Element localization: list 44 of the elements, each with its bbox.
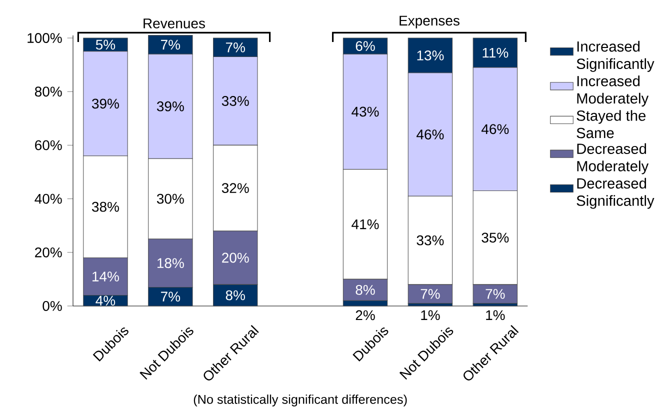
data-label: 20% xyxy=(222,252,249,263)
data-label: 30% xyxy=(156,194,184,204)
data-label: 41% xyxy=(352,219,379,230)
data-label: 35% xyxy=(482,232,509,243)
data-label: 7% xyxy=(161,40,180,50)
data-label: 7% xyxy=(486,289,505,299)
data-label: 8% xyxy=(356,284,375,295)
data-label: 7% xyxy=(420,289,440,299)
data-label: 13% xyxy=(417,50,444,60)
data-label: 4% xyxy=(96,296,116,306)
data-label: 5% xyxy=(96,40,116,50)
data-label: 43% xyxy=(352,106,379,117)
data-label: 6% xyxy=(356,41,375,52)
data-label: 7% xyxy=(161,292,180,302)
data-label: 39% xyxy=(92,98,119,109)
data-label: 46% xyxy=(481,124,509,134)
legend-label: Increased Significantly xyxy=(576,40,654,72)
data-label: 8% xyxy=(226,290,245,300)
data-label: 32% xyxy=(222,183,249,194)
y-tick-label: 20% xyxy=(35,247,62,258)
data-label: 14% xyxy=(92,272,119,282)
text: Revenues xyxy=(144,18,205,28)
y-tick-label: 100% xyxy=(28,33,62,43)
y-tick-label: 60% xyxy=(35,140,62,150)
legend-label: Decreased Moderately xyxy=(577,143,649,174)
legend-label: Decreased Significantly xyxy=(576,178,654,209)
data-label: 11% xyxy=(482,48,508,58)
data-label: 18% xyxy=(157,258,184,268)
data-label: 38% xyxy=(92,202,119,212)
text: Expenses xyxy=(400,16,460,28)
data-label: 33% xyxy=(416,235,444,246)
legend-label: Increased Moderately xyxy=(577,76,649,107)
data-label: 1% xyxy=(421,310,440,320)
y-tick-label: 80% xyxy=(34,86,62,97)
text: (No statistically significant differences) xyxy=(194,394,407,406)
y-tick-label: 0% xyxy=(42,301,62,311)
data-label: 46% xyxy=(416,130,444,140)
data-label: 7% xyxy=(226,42,245,52)
y-tick-label: 40% xyxy=(34,194,62,204)
data-label: 33% xyxy=(222,96,249,106)
data-label: 1% xyxy=(486,310,505,320)
data-label: 2% xyxy=(356,310,375,320)
data-label: 39% xyxy=(156,101,184,112)
legend-label: Stayed the Same xyxy=(576,110,646,138)
